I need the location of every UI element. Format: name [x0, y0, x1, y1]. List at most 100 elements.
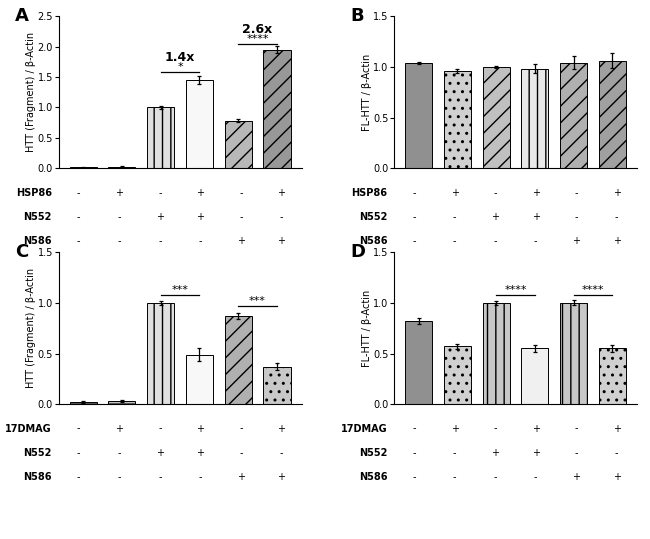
Bar	[109, 401, 135, 404]
Text: -: -	[453, 472, 456, 482]
Text: -: -	[413, 424, 416, 433]
Text: -: -	[239, 448, 242, 458]
Bar	[444, 347, 471, 404]
Text: +: +	[196, 212, 204, 222]
Text: +: +	[278, 472, 285, 482]
Bar	[405, 63, 432, 168]
Text: +: +	[196, 424, 204, 433]
Text: N586: N586	[23, 236, 52, 246]
Text: -: -	[280, 448, 283, 458]
Bar	[482, 67, 510, 168]
Text: -: -	[413, 236, 416, 246]
Text: -: -	[77, 424, 81, 433]
Bar	[186, 80, 213, 168]
Text: -: -	[493, 424, 497, 433]
Text: ****: ****	[504, 285, 526, 295]
Text: N586: N586	[23, 472, 52, 482]
Bar	[186, 355, 213, 404]
Text: -: -	[77, 188, 81, 198]
Text: ***: ***	[249, 296, 266, 306]
Text: N586: N586	[359, 236, 387, 246]
Text: 17DMAG: 17DMAG	[5, 424, 52, 433]
Text: B: B	[350, 7, 364, 25]
Text: -: -	[493, 188, 497, 198]
Text: -: -	[493, 236, 497, 246]
Text: -: -	[118, 212, 121, 222]
Text: +: +	[196, 448, 204, 458]
Text: -: -	[239, 212, 242, 222]
Text: 1.4x: 1.4x	[165, 51, 195, 64]
Text: -: -	[239, 424, 242, 433]
Text: +: +	[156, 212, 164, 222]
Text: ***: ***	[172, 285, 188, 295]
Text: ****: ****	[582, 285, 604, 295]
Bar	[560, 63, 587, 168]
Text: -: -	[413, 472, 416, 482]
Text: +: +	[613, 424, 621, 433]
Text: +: +	[115, 188, 124, 198]
Text: -: -	[453, 236, 456, 246]
Text: -: -	[453, 212, 456, 222]
Bar	[599, 61, 626, 168]
Text: +: +	[532, 188, 539, 198]
Text: -: -	[77, 236, 81, 246]
Bar	[560, 303, 587, 404]
Text: +: +	[450, 188, 459, 198]
Text: -: -	[198, 472, 202, 482]
Text: +: +	[237, 472, 245, 482]
Text: -: -	[575, 188, 578, 198]
Bar	[147, 303, 174, 404]
Text: +: +	[278, 424, 285, 433]
Bar	[405, 321, 432, 404]
Text: +: +	[613, 472, 621, 482]
Text: *: *	[177, 62, 183, 72]
Y-axis label: FL-HTT / β-Actin: FL-HTT / β-Actin	[361, 289, 372, 367]
Text: +: +	[532, 424, 539, 433]
Bar	[109, 167, 135, 168]
Text: +: +	[278, 188, 285, 198]
Text: -: -	[118, 448, 121, 458]
Bar	[263, 367, 291, 404]
Text: +: +	[613, 188, 621, 198]
Text: -: -	[77, 472, 81, 482]
Text: HSP86: HSP86	[16, 188, 52, 198]
Text: -: -	[77, 448, 81, 458]
Text: +: +	[572, 236, 580, 246]
Text: +: +	[532, 448, 539, 458]
Text: -: -	[413, 212, 416, 222]
Text: N552: N552	[359, 448, 387, 458]
Text: -: -	[575, 424, 578, 433]
Text: A: A	[15, 7, 29, 25]
Bar	[482, 303, 510, 404]
Text: +: +	[115, 424, 124, 433]
Text: -: -	[453, 448, 456, 458]
Text: -: -	[158, 188, 162, 198]
Text: -: -	[239, 188, 242, 198]
Text: +: +	[532, 212, 539, 222]
Bar	[521, 348, 549, 404]
Text: -: -	[534, 236, 538, 246]
Text: +: +	[156, 448, 164, 458]
Text: N552: N552	[23, 212, 52, 222]
Text: +: +	[491, 448, 499, 458]
Text: -: -	[575, 212, 578, 222]
Text: +: +	[491, 212, 499, 222]
Text: -: -	[615, 448, 619, 458]
Text: -: -	[615, 212, 619, 222]
Text: +: +	[450, 424, 459, 433]
Bar	[444, 71, 471, 168]
Text: -: -	[198, 236, 202, 246]
Text: N552: N552	[359, 212, 387, 222]
Text: -: -	[158, 424, 162, 433]
Text: C: C	[15, 243, 28, 261]
Bar	[263, 50, 291, 168]
Text: -: -	[413, 188, 416, 198]
Text: N552: N552	[23, 448, 52, 458]
Bar	[599, 348, 626, 404]
Y-axis label: FL-HTT / β-Actin: FL-HTT / β-Actin	[361, 54, 372, 131]
Text: +: +	[196, 188, 204, 198]
Text: +: +	[278, 236, 285, 246]
Text: -: -	[118, 236, 121, 246]
Bar	[70, 402, 97, 404]
Text: ****: ****	[246, 33, 269, 44]
